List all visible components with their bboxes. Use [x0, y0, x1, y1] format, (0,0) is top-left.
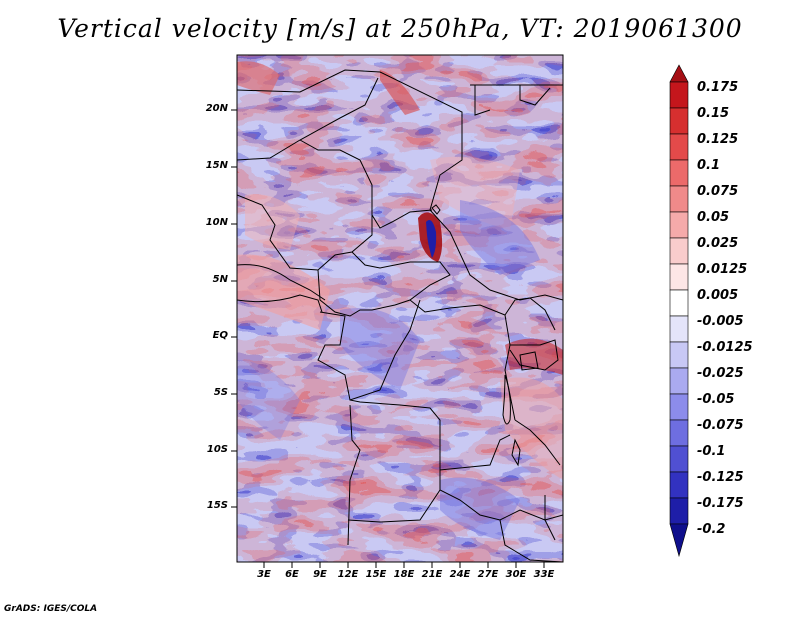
lon-label: 24E [449, 569, 471, 580]
colorbar-label: 0.175 [697, 80, 739, 95]
colorbar [669, 64, 689, 558]
colorbar-label: 0.005 [697, 288, 739, 303]
map-frame [236, 54, 564, 563]
colorbar-label: -0.025 [697, 366, 744, 381]
grads-credit: GrADS: IGES/COLA [4, 604, 98, 614]
lat-label: 10S [206, 444, 228, 455]
colorbar-bottom-arrow [669, 523, 689, 558]
colorbar-swatch [669, 393, 689, 421]
colorbar-swatch [669, 185, 689, 213]
colorbar-swatch [669, 81, 689, 109]
lon-label: 3E [257, 569, 271, 580]
colorbar-label: -0.075 [697, 418, 744, 433]
country-borders [237, 69, 563, 562]
lon-label: 15E [365, 569, 387, 580]
colorbar-swatch [669, 367, 689, 395]
lon-label: 33E [533, 569, 555, 580]
colorbar-label: 0.125 [697, 132, 739, 147]
colorbar-label: -0.0125 [697, 340, 753, 355]
lon-label: 18E [393, 569, 415, 580]
colorbar-swatch [669, 289, 689, 317]
colorbar-label: 0.075 [697, 184, 739, 199]
colorbar-swatch [669, 211, 689, 239]
lat-label: 15S [206, 500, 228, 511]
colorbar-label: -0.005 [697, 314, 744, 329]
colorbar-swatch [669, 341, 689, 369]
colorbar-swatch [669, 419, 689, 447]
colorbar-swatch [669, 159, 689, 187]
colorbar-swatch [669, 445, 689, 473]
lon-label: 27E [477, 569, 499, 580]
lon-label: 21E [421, 569, 443, 580]
colorbar-label: 0.025 [697, 236, 739, 251]
lat-label: 5N [212, 274, 228, 285]
colorbar-label: -0.2 [697, 522, 726, 537]
colorbar-top-arrow [669, 64, 689, 83]
colorbar-label: 0.1 [697, 158, 721, 173]
lat-label: 15N [205, 160, 228, 171]
colorbar-swatch [669, 263, 689, 291]
colorbar-swatch [669, 107, 689, 135]
colorbar-label: 0.0125 [697, 262, 748, 277]
colorbar-label: -0.1 [697, 444, 726, 459]
velocity-field [237, 55, 563, 562]
colorbar-label: -0.05 [697, 392, 735, 407]
lat-label: 10N [205, 217, 228, 228]
lat-label: EQ [212, 330, 228, 341]
lon-label: 30E [505, 569, 527, 580]
colorbar-swatch [669, 237, 689, 265]
lat-label: 5S [213, 387, 228, 398]
colorbar-swatch [669, 133, 689, 161]
lon-label: 6E [285, 569, 299, 580]
colorbar-swatch [669, 497, 689, 525]
axis-ticks [231, 109, 545, 568]
colorbar-label: -0.125 [697, 470, 744, 485]
lat-label: 20N [205, 103, 228, 114]
colorbar-label: 0.05 [697, 210, 730, 225]
lon-label: 12E [337, 569, 359, 580]
map-title: Vertical velocity [m/s] at 250hPa, VT: 2… [57, 14, 743, 43]
colorbar-swatch [669, 315, 689, 343]
colorbar-swatch [669, 471, 689, 499]
colorbar-label: 0.15 [697, 106, 730, 121]
colorbar-label: -0.175 [697, 496, 744, 511]
lon-label: 9E [313, 569, 327, 580]
